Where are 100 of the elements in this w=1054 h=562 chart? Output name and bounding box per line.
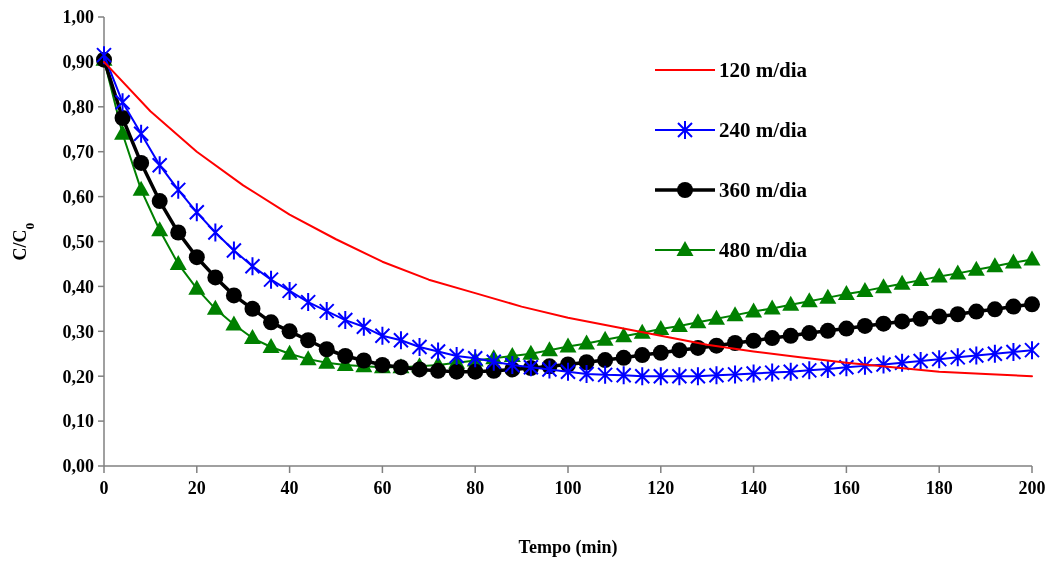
point [578,363,595,384]
x-tick-label: 160 [832,478,860,498]
point [856,317,873,334]
point [949,347,966,368]
point [726,306,744,322]
x-tick-label: 200 [1018,478,1046,498]
point [819,359,836,380]
point [801,325,818,342]
point [151,221,169,237]
point [912,310,929,327]
point [893,274,911,290]
point [931,349,948,370]
point [801,360,818,381]
point [132,180,150,196]
point [411,337,428,358]
point [819,288,837,304]
point [931,308,948,325]
point [652,344,669,361]
point [300,292,317,313]
point [1024,296,1040,313]
point [281,323,298,340]
point [96,45,112,66]
point [838,320,855,337]
point [244,256,261,277]
point [615,365,632,386]
point [782,327,799,344]
point [225,240,242,261]
point [188,249,205,266]
point [151,193,168,210]
point [337,310,354,331]
point [207,222,224,243]
point [263,269,280,290]
point [727,364,744,385]
point [1005,341,1022,362]
point [689,366,706,387]
point [708,365,725,386]
point [856,281,874,297]
point [615,327,633,343]
x-tick-label: 60 [373,478,392,498]
point [986,257,1004,273]
point [522,344,540,360]
x-tick-label: 0 [99,478,109,498]
legend-label: 360 m/dia [719,178,808,203]
point [169,254,187,270]
point [318,341,335,358]
point [819,322,836,339]
point [597,352,614,369]
y-tick-label: 0,80 [62,97,94,118]
point [206,299,224,315]
point [300,332,317,349]
x-tick-label: 100 [554,478,582,498]
point [448,363,465,380]
point [1024,340,1040,361]
point [133,154,150,171]
point [912,271,930,287]
point [504,354,521,375]
point [485,351,502,372]
y-tick-label: 0,60 [62,186,94,207]
point [244,300,261,317]
point [374,325,391,346]
y-tick-label: 0,70 [62,142,94,162]
point [1005,298,1022,315]
point [114,92,131,113]
point [114,110,131,127]
point [707,309,725,325]
point [578,334,596,350]
point [986,301,1003,318]
x-tick-label: 80 [466,478,485,498]
point [949,306,966,323]
point [188,279,206,295]
point [337,348,354,364]
point [745,332,762,349]
point [243,329,261,345]
point [930,267,948,283]
y-tick-label: 0,00 [62,456,94,477]
x-axis-title: Tempo (min) [518,537,618,558]
point [559,337,577,353]
point [207,269,224,286]
point [745,302,763,318]
point [615,349,632,366]
x-tick-label: 180 [925,478,953,498]
point [114,124,132,140]
point [299,350,317,366]
point [170,179,187,200]
point [764,330,781,347]
point [467,363,484,380]
point [392,330,409,351]
point [188,202,205,223]
point [986,343,1003,364]
point [875,315,892,332]
point [281,344,299,360]
point [281,280,298,301]
point [597,364,614,385]
point [875,354,892,375]
point [912,350,929,371]
point [652,366,669,387]
point [652,320,670,336]
legend-label: 240 m/dia [719,118,808,143]
point [800,292,818,308]
point [763,299,781,315]
